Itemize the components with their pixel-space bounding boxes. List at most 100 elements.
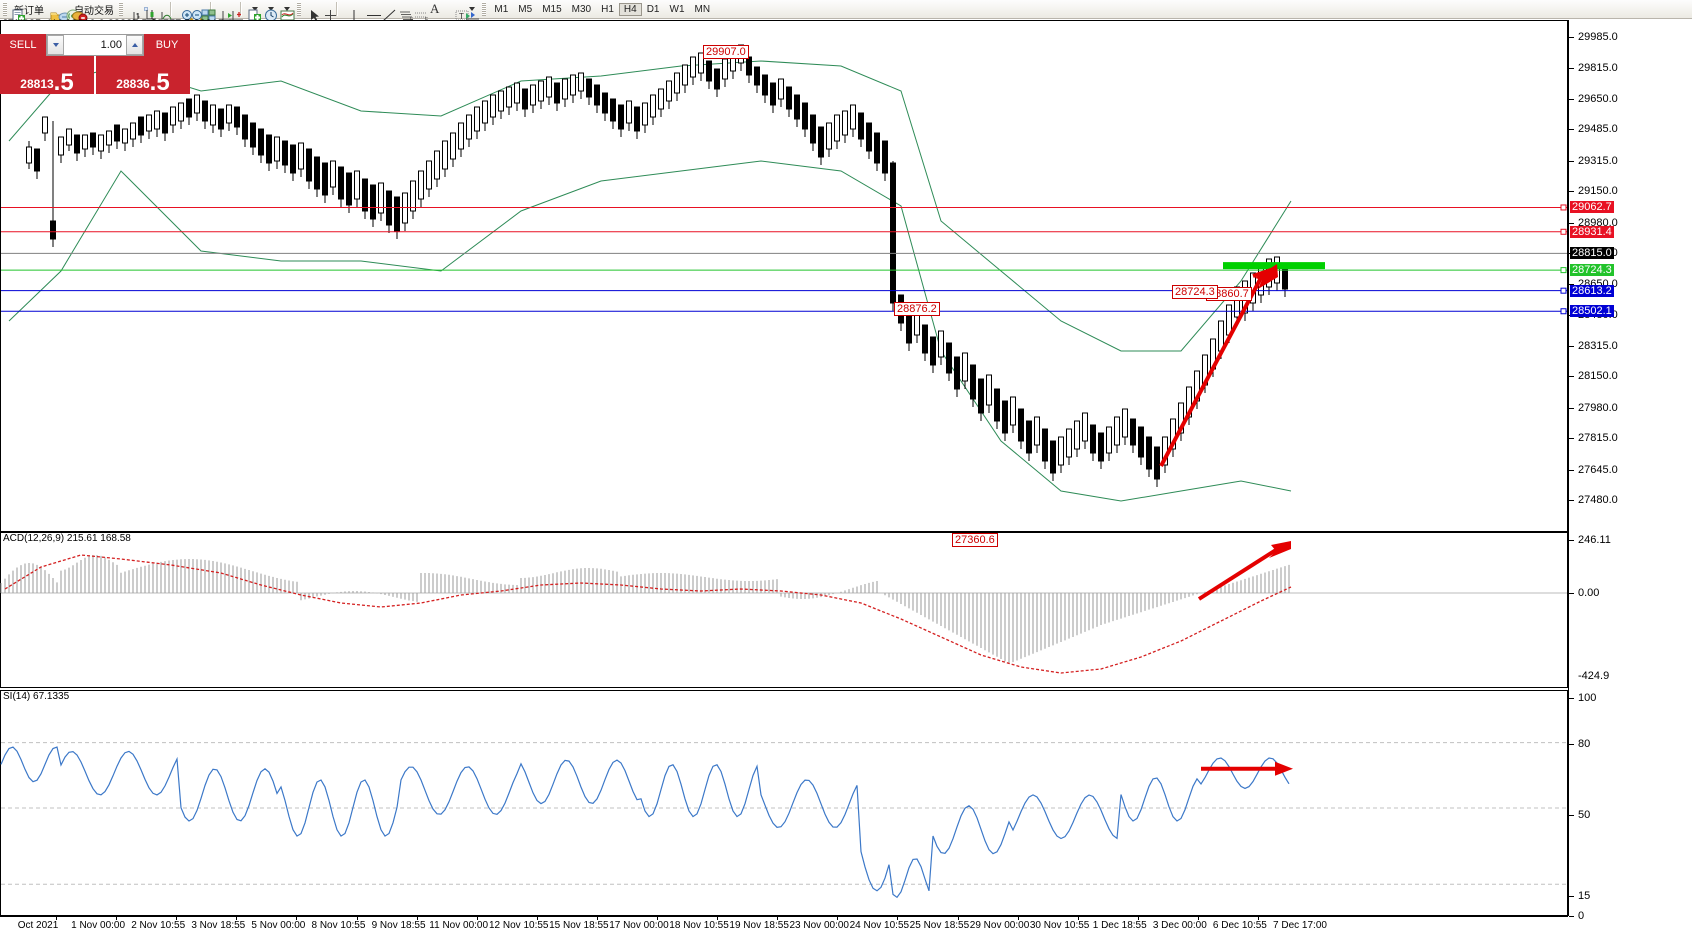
timeframe-bar[interactable]: M1 M5 M15 M30 H1 H4 D1 W1 MN bbox=[489, 2, 715, 16]
price-level-tag[interactable]: 28815.0 bbox=[1570, 247, 1614, 260]
auto-trading-label: 自动交易 bbox=[74, 5, 114, 17]
rsi-tick-label: 100 bbox=[1578, 692, 1597, 704]
buy-price-fraction: .5 bbox=[149, 68, 170, 96]
timeframe-mn[interactable]: MN bbox=[694, 3, 711, 15]
main-toolbar[interactable]: 新订单 自动交易 bbox=[0, 0, 1692, 24]
period-caret-icon[interactable] bbox=[268, 7, 274, 11]
time-axis-label: 12 Nov 10:55 bbox=[489, 920, 549, 931]
price-level-tag[interactable]: 28502.1 bbox=[1570, 305, 1614, 318]
trend-arrow-tip[interactable] bbox=[1252, 266, 1278, 278]
timeframe-m30[interactable]: M30 bbox=[571, 3, 592, 15]
timeframe-m1[interactable]: M1 bbox=[494, 3, 509, 15]
time-axis-label: 1 Dec 18:55 bbox=[1092, 920, 1147, 931]
timeframe-h4[interactable]: H4 bbox=[618, 2, 642, 16]
time-axis-label: 23 Nov 00:00 bbox=[789, 920, 849, 931]
volume-increase-button[interactable] bbox=[126, 35, 143, 55]
rsi-tick-label: 50 bbox=[1578, 809, 1591, 821]
templates-button[interactable] bbox=[278, 1, 295, 21]
price-tick bbox=[1569, 191, 1574, 193]
buy-button[interactable]: BUY bbox=[144, 34, 190, 56]
macd-trend-arrow[interactable] bbox=[1197, 546, 1281, 601]
price-level-handle[interactable] bbox=[1560, 228, 1567, 235]
price-level-handle[interactable] bbox=[1560, 287, 1567, 294]
new-order-button[interactable]: 新订单 bbox=[10, 1, 46, 22]
timeframe-h1[interactable]: H1 bbox=[601, 3, 614, 15]
period-button[interactable] bbox=[262, 1, 278, 22]
auto-trading-button[interactable]: 自动交易 bbox=[70, 1, 116, 23]
timeframe-d1[interactable]: D1 bbox=[646, 3, 660, 15]
time-axis-tick bbox=[236, 917, 238, 920]
objects-caret-icon[interactable] bbox=[469, 7, 476, 11]
one-click-trading-panel[interactable]: SELL 1.00 BUY 28813 .5 28836 .5 bbox=[0, 34, 190, 94]
price-level-tag[interactable]: 28613.2 bbox=[1570, 284, 1614, 297]
chart-price-annotation[interactable]: 28724.3 bbox=[1172, 285, 1218, 299]
macd-tick-label: 246.11 bbox=[1578, 534, 1611, 546]
text-icon[interactable]: A bbox=[430, 1, 440, 16]
sell-button[interactable]: SELL bbox=[0, 34, 46, 56]
price-tick-label: 28315.0 bbox=[1578, 339, 1618, 352]
time-axis-label: 18 Nov 10:55 bbox=[669, 920, 729, 931]
chart-price-annotation[interactable]: 29907.0 bbox=[703, 45, 749, 59]
rsi-canvas[interactable] bbox=[0, 691, 1567, 915]
sell-price-box[interactable]: 28813 .5 bbox=[0, 56, 94, 94]
price-level-tag[interactable]: 28724.3 bbox=[1570, 264, 1614, 277]
price-level-handle[interactable] bbox=[1560, 204, 1567, 211]
volume-field[interactable]: 1.00 bbox=[46, 34, 144, 56]
time-axis-label: 24 Nov 10:55 bbox=[849, 920, 910, 931]
toolbar-grip-2[interactable] bbox=[119, 2, 123, 16]
price-level-tag[interactable]: 28931.4 bbox=[1570, 225, 1614, 238]
indicators-caret-icon[interactable] bbox=[252, 7, 258, 11]
rsi-tick bbox=[1569, 698, 1574, 699]
bollinger-band-line bbox=[8, 60, 1292, 352]
volume-value[interactable]: 1.00 bbox=[100, 39, 122, 51]
time-axis-tick bbox=[416, 917, 418, 920]
time-axis-tick bbox=[176, 917, 178, 920]
buy-price-box[interactable]: 28836 .5 bbox=[96, 56, 190, 94]
time-axis-tick bbox=[1017, 917, 1019, 920]
price-tick bbox=[1569, 283, 1574, 285]
price-scale[interactable]: 29985.0 29815.0 29650.0 29485.0 29315.0 29150… bbox=[1568, 20, 1692, 922]
time-axis[interactable]: Oct 2021 1 Nov 00:00 2 Nov 10:55 3 Nov 18:5… bbox=[0, 916, 1568, 936]
rsi-line bbox=[0, 746, 1290, 899]
macd-signal-line bbox=[4, 554, 1292, 674]
rsi-arrow-head[interactable] bbox=[1275, 761, 1293, 776]
time-axis-tick bbox=[1258, 917, 1259, 920]
macd-label: ACD(12,26,9) 215.61 168.58 bbox=[3, 533, 131, 544]
price-level-handle[interactable] bbox=[1560, 308, 1567, 315]
toolbar-separator-3 bbox=[240, 2, 242, 16]
price-tick bbox=[1569, 129, 1574, 131]
chart-price-annotation[interactable]: 27360.6 bbox=[952, 533, 998, 547]
indicators-button[interactable] bbox=[246, 1, 262, 21]
timeframe-w1[interactable]: W1 bbox=[669, 3, 685, 15]
objects-button[interactable] bbox=[463, 1, 480, 20]
price-tick-label: 29650.0 bbox=[1578, 92, 1618, 105]
price-tick-label: 28150.0 bbox=[1578, 370, 1618, 383]
macd-pane[interactable]: ACD(12,26,9) 215.61 168.58 bbox=[0, 532, 1568, 688]
time-axis-label: 7 Dec 17:00 bbox=[1273, 920, 1327, 931]
macd-arrow-head[interactable] bbox=[1269, 541, 1291, 558]
templates-caret-icon[interactable] bbox=[284, 7, 290, 11]
rsi-label: SI(14) 67.1335 bbox=[3, 691, 70, 702]
toolbar-grip-4[interactable] bbox=[482, 2, 487, 16]
toolbar-grip[interactable] bbox=[3, 2, 7, 16]
price-level-handle[interactable] bbox=[1560, 267, 1567, 274]
timeframe-m15[interactable]: M15 bbox=[542, 3, 562, 15]
support-zone-rect[interactable] bbox=[1223, 262, 1325, 270]
time-axis-label: Oct 2021 bbox=[17, 920, 59, 931]
price-level-tag[interactable]: 29062.7 bbox=[1570, 201, 1614, 214]
candlestick-series bbox=[26, 44, 1288, 487]
rsi-tick-label: 80 bbox=[1578, 738, 1591, 750]
trend-arrow-line[interactable] bbox=[1159, 273, 1265, 467]
candlestick-icon[interactable] bbox=[144, 7, 156, 20]
volume-decrease-button[interactable] bbox=[47, 35, 64, 55]
chart-price-annotation[interactable]: 28876.2 bbox=[894, 302, 940, 316]
rsi-tick-label: 0 bbox=[1578, 910, 1585, 922]
time-axis-tick bbox=[56, 917, 58, 920]
price-tick-label: 29150.0 bbox=[1578, 185, 1618, 198]
timeframe-m5[interactable]: M5 bbox=[518, 3, 533, 15]
main-chart-canvas[interactable] bbox=[1, 21, 1567, 531]
macd-canvas[interactable] bbox=[0, 533, 1567, 687]
toolbar-grip-3[interactable] bbox=[297, 2, 301, 16]
rsi-pane[interactable]: SI(14) 67.1335 bbox=[0, 690, 1568, 916]
main-chart-pane[interactable]: 29907.0 28876.2 27360.6 28860.7 28724.3 bbox=[0, 20, 1568, 547]
